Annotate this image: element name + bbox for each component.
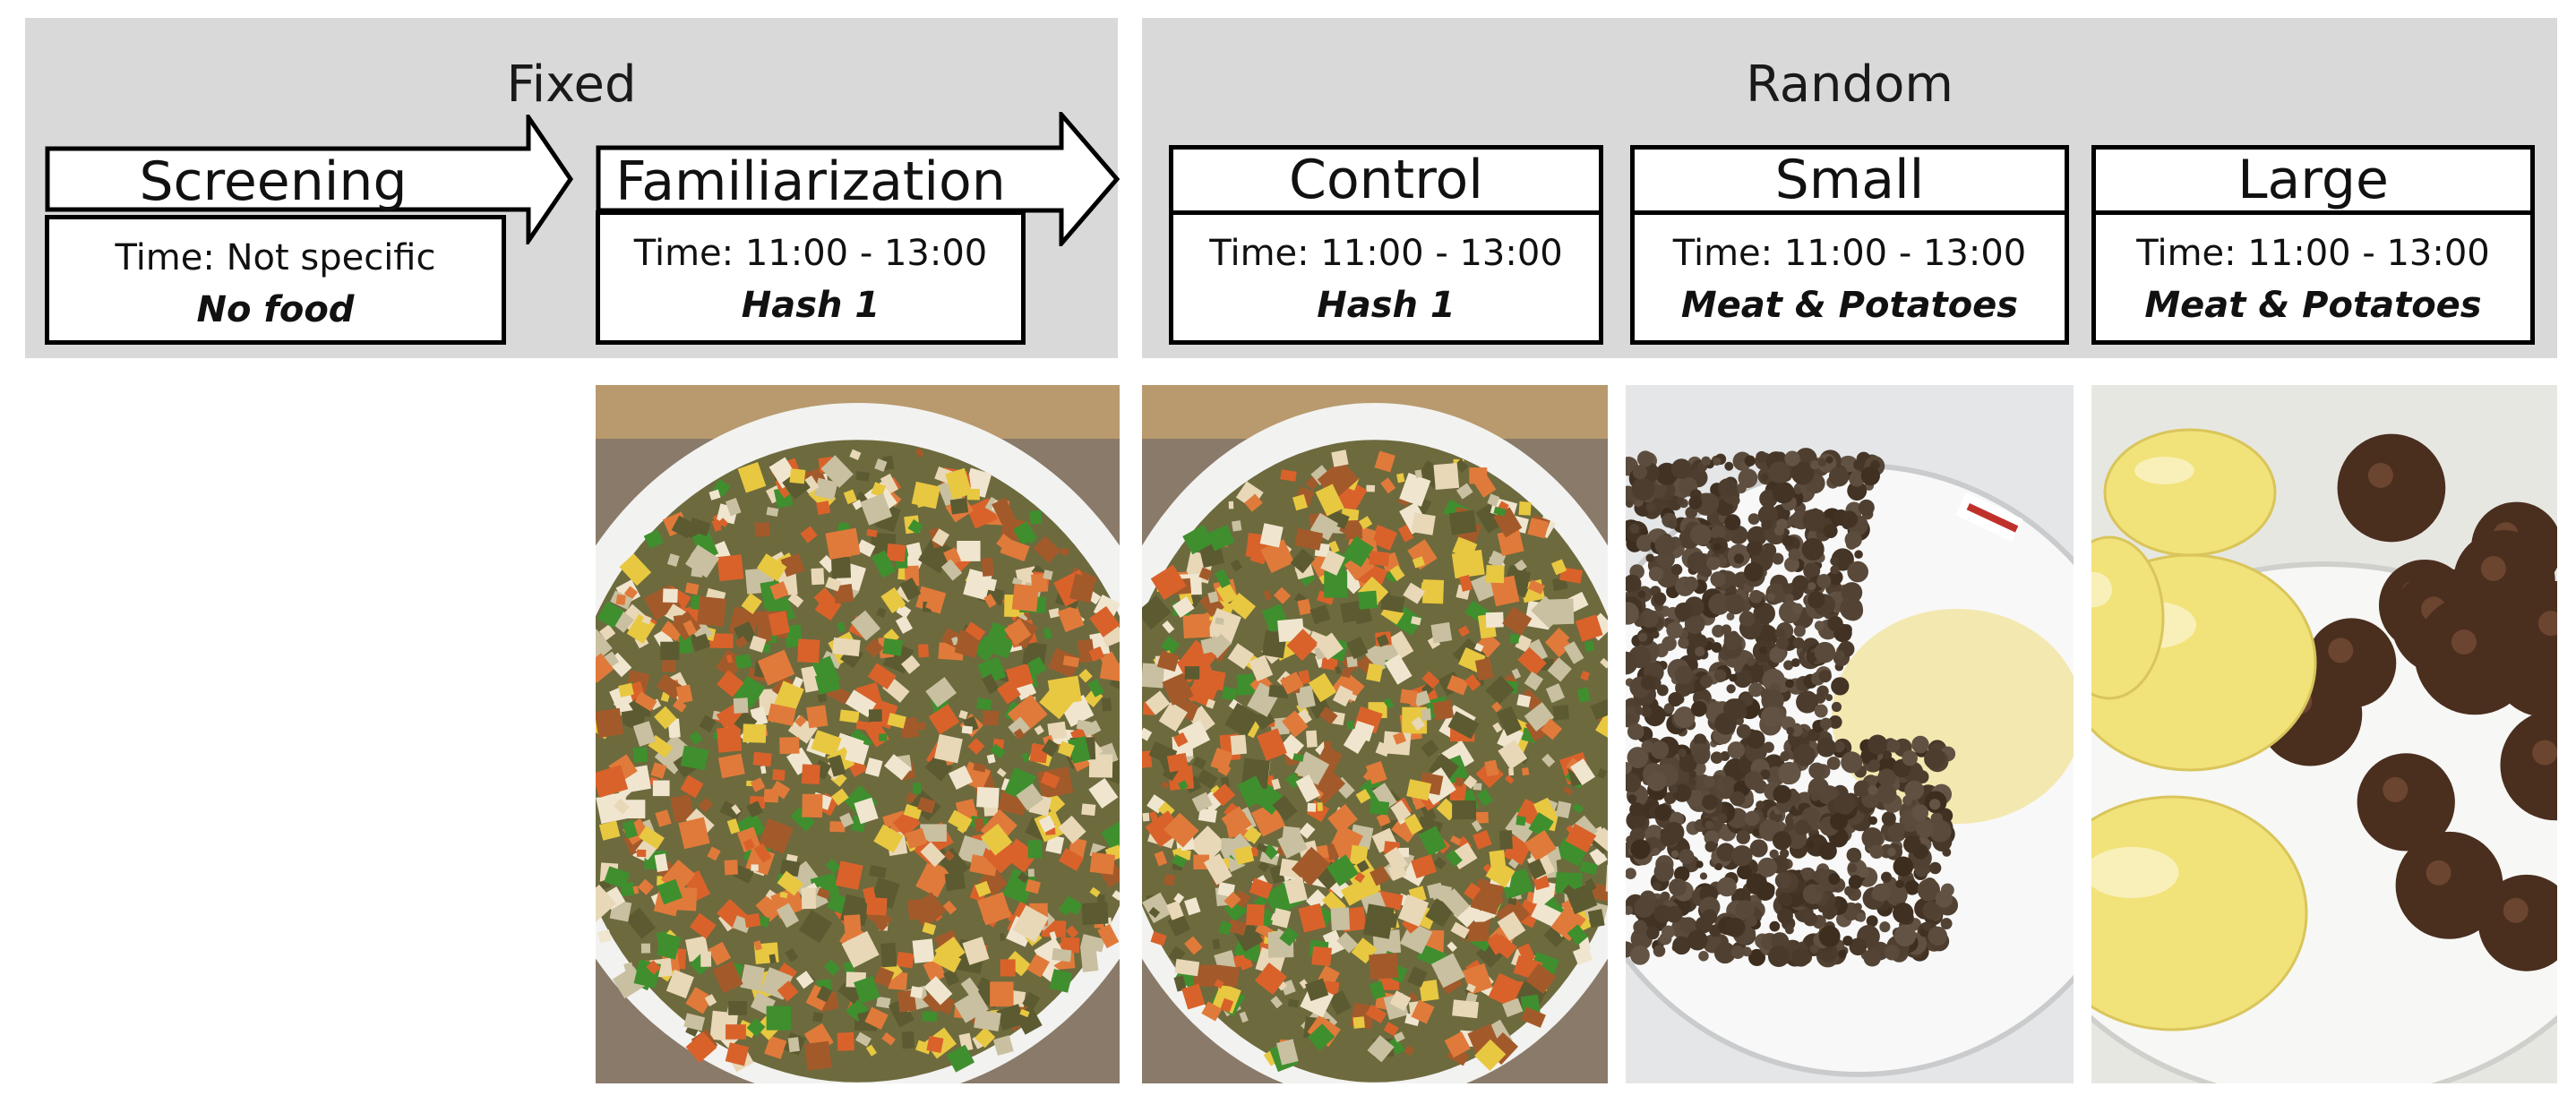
small-food: Meat & Potatoes bbox=[1680, 285, 2019, 326]
familiarization-food-photo bbox=[596, 385, 1120, 1083]
control-label-box: Control bbox=[1169, 145, 1603, 215]
screening-info-box: Time: Not specific No food bbox=[45, 215, 506, 345]
control-time: Time: 11:00 - 13:00 bbox=[1209, 233, 1563, 274]
large-food-photo bbox=[2091, 385, 2557, 1083]
large-time: Time: 11:00 - 13:00 bbox=[2136, 233, 2490, 274]
familiarization-time: Time: 11:00 - 13:00 bbox=[633, 233, 988, 274]
control-food: Hash 1 bbox=[1317, 285, 1455, 326]
fixed-title: Fixed bbox=[506, 56, 637, 114]
small-food-photo bbox=[1626, 385, 2074, 1083]
screening-arrow bbox=[45, 115, 573, 244]
large-food: Meat & Potatoes bbox=[2144, 285, 2482, 326]
hash-dish-image bbox=[1142, 385, 1608, 1083]
hash-dish-image bbox=[596, 385, 1120, 1083]
control-food-photo bbox=[1142, 385, 1608, 1083]
small-label-box: Small bbox=[1630, 145, 2069, 215]
large-label-box: Large bbox=[2091, 145, 2535, 215]
arrow-shape bbox=[45, 115, 573, 244]
screening-time: Time: Not specific bbox=[115, 237, 436, 278]
familiarization-info-box: Time: 11:00 - 13:00 Hash 1 bbox=[596, 210, 1026, 345]
meat-potatoes-small-image bbox=[1626, 385, 2074, 1083]
large-info-box: Time: 11:00 - 13:00 Meat & Potatoes bbox=[2091, 210, 2535, 345]
control-info-box: Time: 11:00 - 13:00 Hash 1 bbox=[1169, 210, 1603, 345]
random-title: Random bbox=[1746, 56, 1953, 114]
small-time: Time: 11:00 - 13:00 bbox=[1672, 233, 2027, 274]
small-info-box: Time: 11:00 - 13:00 Meat & Potatoes bbox=[1630, 210, 2069, 345]
familiarization-label: Familiarization bbox=[615, 150, 1006, 213]
familiarization-food: Hash 1 bbox=[741, 285, 880, 326]
screening-food: No food bbox=[196, 289, 355, 330]
screening-label: Screening bbox=[139, 150, 408, 213]
meat-potatoes-large-image bbox=[2091, 385, 2557, 1083]
